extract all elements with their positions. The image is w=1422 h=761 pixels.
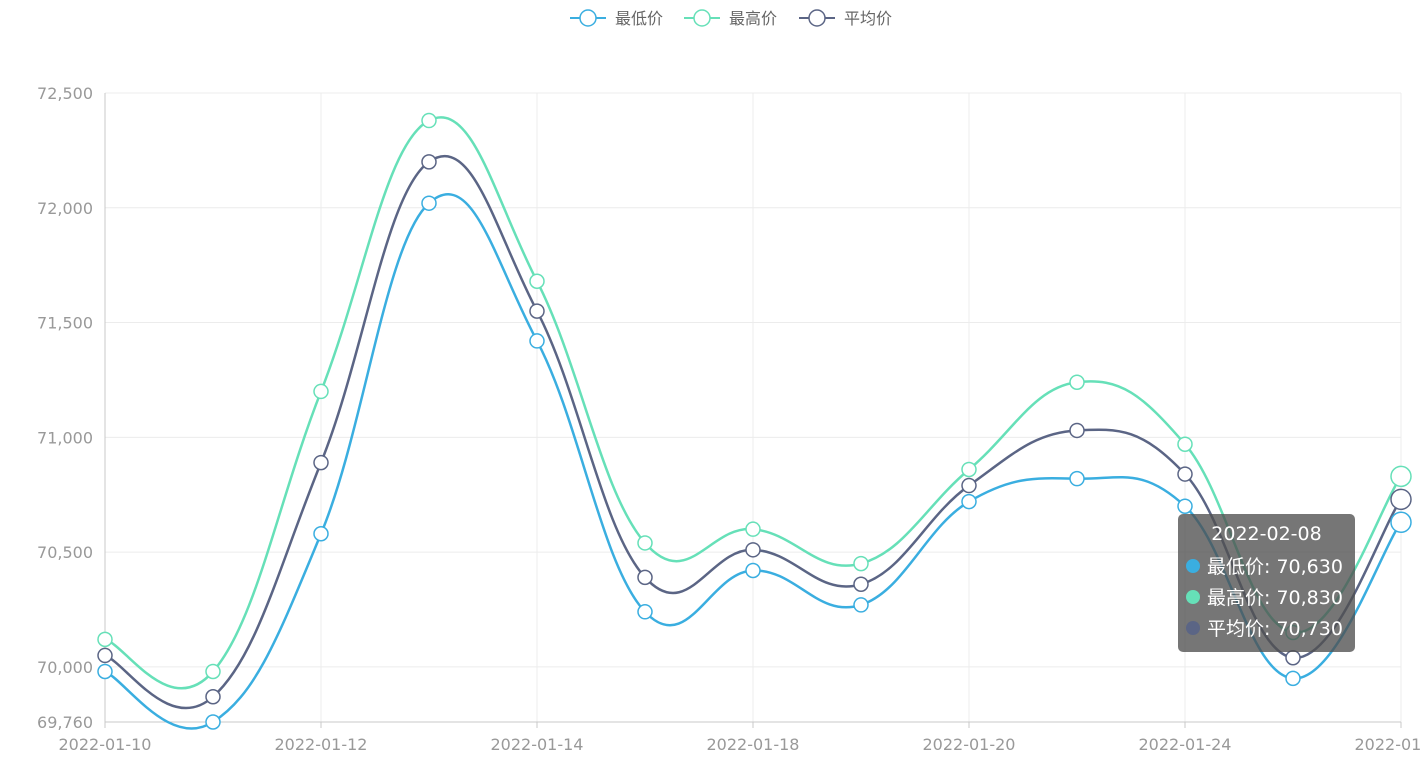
y-tick-label: 72,000 — [37, 199, 93, 218]
legend-marker-icon — [808, 9, 826, 27]
x-tick-label: 2022-01-14 — [491, 735, 584, 754]
data-point — [1285, 670, 1301, 687]
tooltip-title: 2022-02-08 — [1211, 523, 1322, 545]
data-point — [529, 333, 545, 349]
data-point — [1177, 498, 1193, 514]
tooltip-dot-max — [1186, 589, 1200, 604]
data-point — [1069, 470, 1085, 487]
tooltip-label-avg: 平均价: 70,730 — [1207, 618, 1343, 640]
grid — [105, 92, 1402, 722]
data-point — [745, 562, 761, 579]
data-point — [1069, 374, 1085, 390]
data-point — [637, 569, 653, 586]
data-point — [421, 112, 437, 129]
y-tick-label: 71,500 — [37, 314, 93, 333]
legend[interactable]: 最低价 最高价 平均价 — [570, 9, 892, 28]
legend-item[interactable]: 平均价 — [799, 9, 892, 28]
data-point — [1390, 488, 1412, 511]
tooltip-label-max: 最高价: 70,830 — [1207, 587, 1343, 609]
tooltip-row-max: 最高价: 70,830 — [1186, 581, 1355, 612]
tooltip-row-avg: 平均价: 70,730 — [1186, 612, 1355, 643]
data-point — [637, 604, 653, 620]
data-point — [853, 576, 869, 593]
x-tick-label: 2022-01-18 — [707, 735, 800, 754]
legend-item[interactable]: 最高价 — [684, 9, 777, 28]
data-point — [1390, 465, 1412, 488]
axes: 69,760 70,000 70,500 71,000 71,500 72,000 72,5… — [37, 84, 1422, 754]
data-point — [1177, 436, 1193, 452]
legend-item[interactable]: 最低价 — [570, 9, 663, 28]
legend-label: 最低价 — [615, 9, 663, 28]
legend-label: 最高价 — [729, 9, 777, 28]
x-tick-label: 2022-01-26 — [1355, 735, 1422, 754]
data-point — [97, 663, 113, 680]
legend-marker-icon — [579, 9, 597, 27]
y-tick-label: 69,760 — [37, 713, 93, 732]
data-point — [637, 535, 653, 551]
x-tick-label: 2022-01-12 — [275, 735, 368, 754]
tooltip-label-min: 最低价: 70,630 — [1207, 556, 1343, 578]
data-point — [97, 647, 113, 664]
data-point — [205, 714, 221, 730]
tooltip: 2022-02-08 最低价: 70,630 最高价: 70,830 平均价: … — [1178, 514, 1355, 652]
data-point — [421, 195, 437, 211]
legend-label: 平均价 — [844, 9, 892, 28]
data-point — [745, 542, 761, 558]
data-point — [205, 663, 221, 680]
data-point — [1390, 511, 1412, 534]
y-tick-label: 71,000 — [37, 428, 93, 447]
data-point — [313, 383, 329, 400]
y-tick-label: 70,500 — [37, 543, 93, 562]
y-tick-label: 72,500 — [37, 84, 93, 103]
data-point — [961, 461, 977, 478]
x-tick-label: 2022-01-20 — [923, 735, 1016, 754]
data-point — [529, 273, 545, 289]
tooltip-dot-min — [1186, 558, 1200, 573]
data-point — [313, 526, 329, 542]
data-point — [529, 303, 545, 319]
data-point — [205, 688, 221, 705]
data-point — [1069, 422, 1085, 439]
data-point — [853, 597, 869, 613]
tooltip-row-min: 最低价: 70,630 — [1186, 550, 1355, 581]
data-point — [1285, 649, 1301, 666]
legend-marker-icon — [693, 9, 711, 27]
data-point — [421, 154, 437, 170]
x-tick-label: 2022-01-10 — [59, 735, 152, 754]
data-point — [961, 477, 977, 494]
data-point — [745, 521, 761, 537]
x-tick-label: 2022-01-24 — [1139, 735, 1232, 754]
tooltip-dot-avg — [1186, 620, 1200, 635]
data-point — [313, 454, 329, 471]
data-point — [1177, 466, 1193, 482]
y-tick-label: 70,000 — [37, 658, 93, 677]
data-point — [853, 555, 869, 572]
data-point — [97, 631, 113, 648]
data-point — [961, 493, 977, 510]
